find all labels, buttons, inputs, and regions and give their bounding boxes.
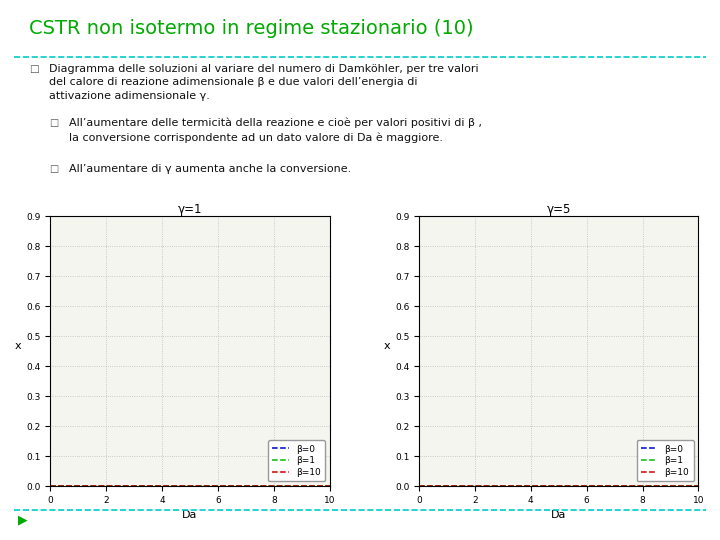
β=1 — [487, 483, 495, 489]
Text: All’aumentare di γ aumenta anche la conversione.: All’aumentare di γ aumenta anche la conv… — [69, 164, 351, 174]
β=0 — [487, 483, 495, 489]
β=10 — [415, 483, 423, 489]
Title: γ=1: γ=1 — [178, 203, 202, 216]
β=10 — [173, 483, 181, 489]
β=10 — [46, 483, 55, 489]
β=0 — [694, 483, 703, 489]
β=0 — [233, 483, 241, 489]
β=10 — [118, 483, 127, 489]
β=10 — [580, 483, 588, 489]
β=0 — [211, 483, 220, 489]
Text: ▶: ▶ — [18, 513, 27, 526]
β=10 — [233, 483, 241, 489]
β=0 — [625, 483, 634, 489]
Legend: β=0, β=1, β=10: β=0, β=1, β=10 — [268, 440, 325, 482]
β=10 — [601, 483, 610, 489]
Text: CSTR non isotermo in regime stazionario (10): CSTR non isotermo in regime stazionario … — [29, 19, 474, 38]
β=10 — [96, 483, 104, 489]
β=1 — [541, 483, 550, 489]
β=1 — [601, 483, 610, 489]
β=0 — [173, 483, 181, 489]
Title: γ=5: γ=5 — [546, 203, 571, 216]
β=0 — [580, 483, 588, 489]
Y-axis label: x: x — [383, 341, 390, 351]
β=0 — [325, 483, 334, 489]
β=0 — [46, 483, 55, 489]
Text: □: □ — [49, 164, 58, 174]
β=10 — [625, 483, 634, 489]
β=10 — [464, 483, 473, 489]
Y-axis label: x: x — [14, 341, 22, 351]
β=1 — [233, 483, 241, 489]
β=1 — [46, 483, 55, 489]
β=0 — [256, 483, 265, 489]
β=10 — [256, 483, 265, 489]
β=0 — [118, 483, 127, 489]
β=1 — [625, 483, 634, 489]
Text: □: □ — [29, 64, 39, 74]
β=0 — [541, 483, 550, 489]
β=1 — [325, 483, 334, 489]
Legend: β=0, β=1, β=10: β=0, β=1, β=10 — [636, 440, 694, 482]
β=1 — [118, 483, 127, 489]
β=1 — [694, 483, 703, 489]
Text: Diagramma delle soluzioni al variare del numero di Damköhler, per tre valori
del: Diagramma delle soluzioni al variare del… — [49, 64, 479, 101]
X-axis label: Da: Da — [551, 510, 567, 520]
β=1 — [580, 483, 588, 489]
Text: □: □ — [49, 118, 58, 128]
β=1 — [173, 483, 181, 489]
Text: All’aumentare delle termicità della reazione e cioè per valori positivi di β ,
l: All’aumentare delle termicità della reaz… — [69, 118, 482, 143]
β=1 — [256, 483, 265, 489]
β=0 — [415, 483, 423, 489]
β=1 — [211, 483, 220, 489]
β=0 — [96, 483, 104, 489]
β=0 — [601, 483, 610, 489]
β=10 — [694, 483, 703, 489]
β=0 — [464, 483, 473, 489]
X-axis label: Da: Da — [182, 510, 198, 520]
β=10 — [487, 483, 495, 489]
β=1 — [415, 483, 423, 489]
β=10 — [541, 483, 550, 489]
β=10 — [211, 483, 220, 489]
β=10 — [325, 483, 334, 489]
β=1 — [464, 483, 473, 489]
β=1 — [96, 483, 104, 489]
